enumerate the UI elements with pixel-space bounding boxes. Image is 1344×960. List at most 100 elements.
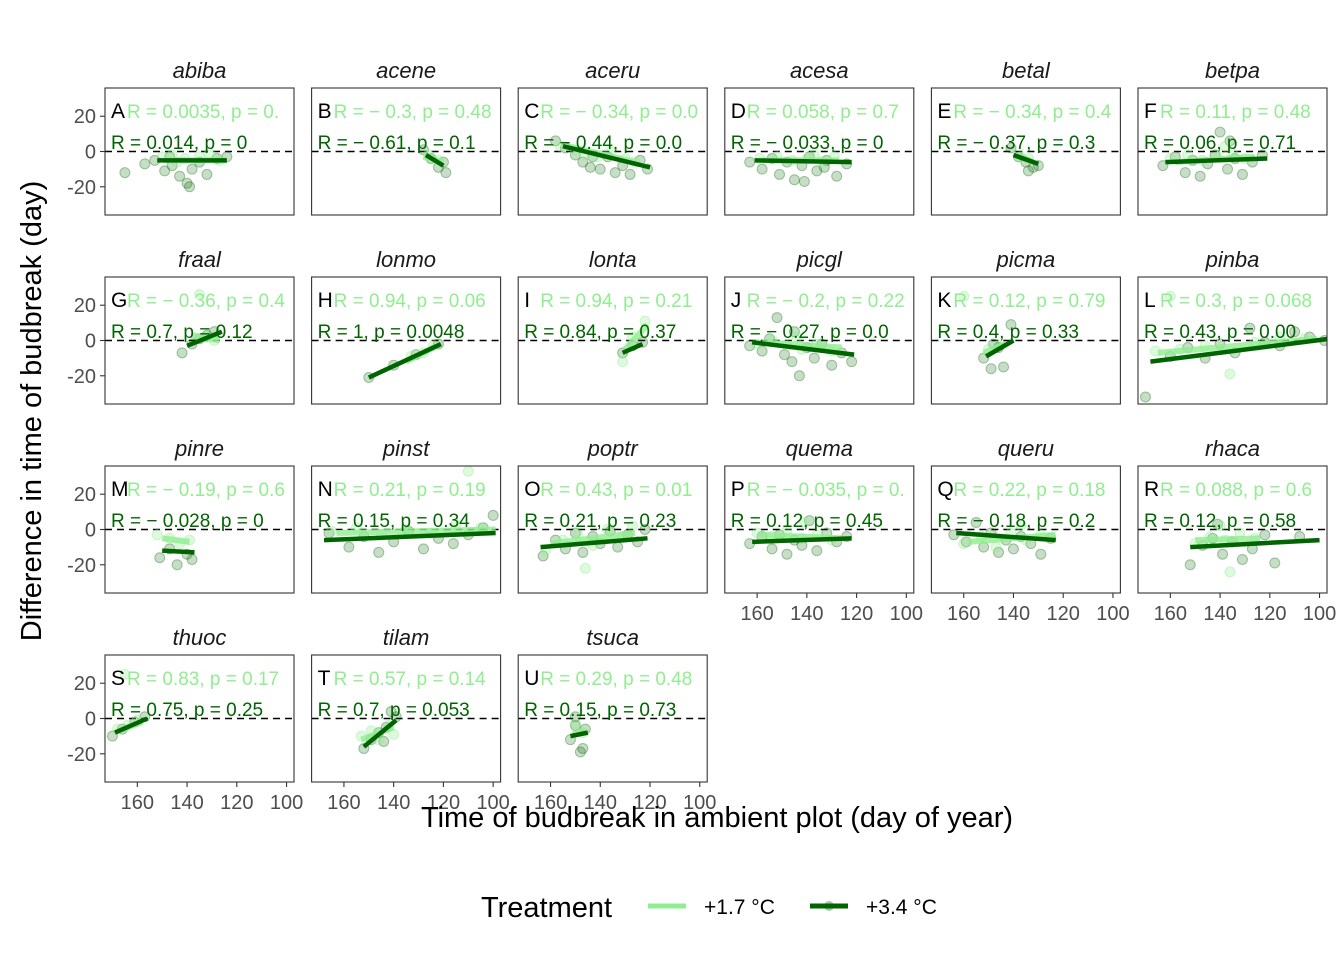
panel-tilam: R = 0.57, p = 0.14 R = 0.7, p = 0.053 Ttil… — [311, 625, 510, 814]
panel-tag: N — [318, 478, 333, 501]
point-3.4 — [577, 742, 589, 754]
stat-text-1.7: R = − 0.34, p = 0.0 — [540, 102, 698, 123]
stat-text-1.7: R = 0.29, p = 0.48 — [540, 669, 692, 690]
point-3.4 — [447, 538, 459, 550]
panel-frame — [930, 465, 1121, 594]
legend-title: Treatment — [481, 892, 612, 924]
point-3.4 — [1224, 135, 1236, 147]
point-3.4 — [378, 735, 390, 747]
stat-text-3.4: R = 0.43, p = 0.00 — [1144, 322, 1296, 343]
fit-line-1.7 — [336, 526, 496, 537]
point-1.7 — [194, 289, 205, 301]
panel-title: poptr — [587, 436, 640, 461]
point-3.4 — [1022, 165, 1034, 177]
point-1.7 — [1164, 290, 1176, 302]
panel-plot-area: R = 0.83, p = 0.17 R = 0.75, p = 0.25 S — [105, 667, 294, 742]
fit-line-3.4 — [1012, 152, 1040, 166]
x-tick-label: 160 — [534, 792, 567, 814]
fit-line-3.4 — [1165, 156, 1268, 165]
panel-plot-area: R = − 0.36, p = 0.4 R = 0.7, p = 0.12 G — [105, 289, 294, 359]
point-3.4 — [1212, 518, 1224, 530]
panel-tag: T — [318, 667, 331, 690]
fit-line-3.4 — [956, 530, 1056, 543]
legend-label: +3.4 °C — [866, 896, 937, 919]
point-3.4 — [803, 515, 815, 527]
point-3.4 — [993, 546, 1005, 558]
stat-text-1.7: R = 0.12, p = 0.79 — [953, 291, 1105, 312]
fit-line-3.4 — [424, 153, 445, 168]
point-1.7 — [990, 541, 1002, 553]
stat-text-3.4: R = 0.75, p = 0.25 — [111, 700, 263, 721]
fit-line-1.7 — [622, 322, 650, 352]
point-1.7 — [1219, 140, 1231, 152]
point-3.4 — [343, 541, 355, 553]
panel-plot-area: R = 0.11, p = 0.48 R = 0.06, p = 0.71 F — [1138, 100, 1327, 182]
x-tick-label: 120 — [633, 792, 666, 814]
fit-line-1.7 — [550, 530, 636, 547]
point-3.4 — [774, 168, 786, 180]
stat-text-1.7: R = 0.94, p = 0.06 — [334, 291, 486, 312]
stat-text-3.4: R = 0.7, p = 0.053 — [318, 700, 470, 721]
x-tick-label: 140 — [584, 792, 617, 814]
fit-line-3.4 — [323, 530, 496, 543]
fit-line-3.4 — [751, 340, 855, 357]
panel-tag: A — [111, 100, 125, 123]
panel-lonta: R = 0.94, p = 0.21 R = 0.84, p = 0.37 Ilon… — [517, 247, 708, 405]
point-3.4 — [808, 352, 820, 364]
panel-title: tsuca — [586, 625, 639, 650]
panel-pinre: R = − 0.19, p = 0.6 R = − 0.028, p = 0 Mpi… — [67, 436, 295, 594]
point-3.4 — [1222, 163, 1234, 175]
panel-plot-area: R = 0.058, p = 0.7 R = − 0.033, p = 0 D — [724, 100, 914, 187]
stat-text-1.7: R = 0.83, p = 0.17 — [127, 669, 279, 690]
point-3.4 — [831, 170, 843, 182]
stat-text-3.4: R = 1, p = 0.0048 — [318, 322, 465, 343]
point-3.4 — [577, 156, 589, 168]
y-tick-label: 0 — [85, 520, 96, 542]
stat-text-1.7: R = − 0.3, p = 0.48 — [334, 102, 492, 123]
panel-tag: E — [937, 100, 951, 123]
panel-picma: R = 0.12, p = 0.79 R = 0.4, p = 0.33 Kpicm… — [930, 247, 1121, 405]
point-1.7 — [617, 356, 629, 368]
panel-frame — [1137, 465, 1328, 594]
fit-line-1.7 — [1195, 535, 1260, 544]
point-3.4 — [1005, 319, 1017, 331]
panel-title: thuoc — [173, 625, 227, 650]
stat-text-3.4: R = − 0.033, p = 0 — [731, 133, 884, 154]
y-tick-label: 20 — [74, 106, 96, 128]
point-3.4 — [550, 135, 562, 147]
x-tick-label: 160 — [947, 603, 980, 625]
point-3.4 — [793, 370, 805, 382]
stat-text-1.7: R = 0.22, p = 0.18 — [953, 480, 1105, 501]
panels-layer: R = 0.0035, p = 0. R = 0.014, p = 0 Aabiba… — [67, 58, 1336, 814]
panel-tag: K — [937, 289, 951, 312]
panel-plot-area: R = 0.57, p = 0.14 R = 0.7, p = 0.053 T — [311, 667, 501, 754]
panel-plot-area: R = − 0.34, p = 0.4 R = − 0.37, p = 0.3 E — [931, 100, 1121, 177]
panel-pinba: R = 0.3, p = 0.068 R = 0.43, p = 0.00 Lpin… — [1137, 247, 1328, 405]
legend-item-2: +3.4 °C — [810, 896, 937, 919]
point-3.4 — [970, 516, 982, 528]
point-3.4 — [1007, 543, 1019, 555]
point-3.4 — [174, 170, 186, 182]
panel-aceru: R = − 0.34, p = 0.0 R = − 0.44, p = 0.0 Ca… — [517, 58, 708, 216]
panel-frame — [311, 276, 502, 405]
stat-text-3.4: R = 0.15, p = 0.34 — [318, 511, 471, 532]
panel-quema: R = − 0.035, p = 0. R = 0.12, p = 0.45 Pqu… — [724, 436, 923, 625]
panel-title: acesa — [790, 58, 849, 83]
panel-title: fraal — [178, 247, 222, 272]
point-3.4 — [1259, 529, 1271, 541]
stat-text-3.4: R = 0.84, p = 0.37 — [524, 322, 676, 343]
point-3.4 — [176, 347, 188, 359]
stat-text-3.4: R = 0.7, p = 0.12 — [111, 322, 253, 343]
panel-plot-area: R = 0.94, p = 0.21 R = 0.84, p = 0.37 I — [518, 289, 708, 368]
point-3.4 — [639, 524, 651, 535]
panel-fraal: R = − 0.36, p = 0.4 R = 0.7, p = 0.12 G fra… — [67, 247, 295, 405]
panel-frame — [930, 87, 1121, 216]
panel-tag: F — [1144, 100, 1157, 123]
point-3.4 — [985, 363, 997, 375]
point-3.4 — [1179, 167, 1191, 179]
stat-text-1.7: R = 0.3, p = 0.068 — [1160, 291, 1312, 312]
panel-title: tilam — [383, 625, 429, 650]
x-tick-label: 140 — [377, 792, 410, 814]
point-1.7 — [798, 516, 810, 528]
